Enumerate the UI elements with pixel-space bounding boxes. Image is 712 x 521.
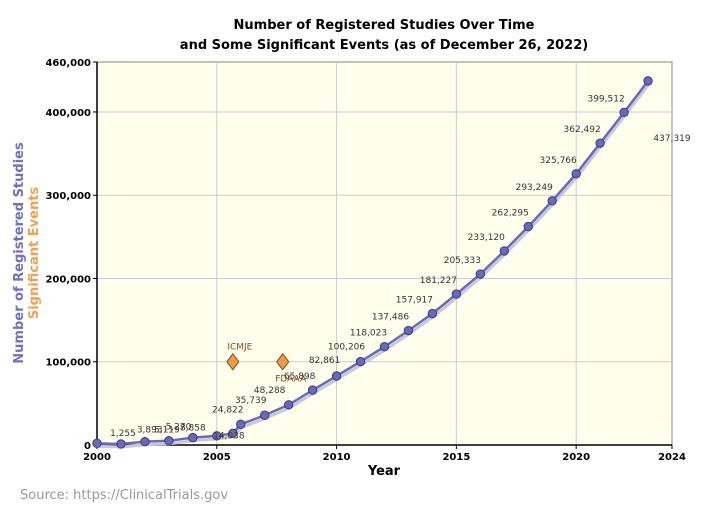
- data-point: [140, 436, 150, 447]
- event-label-fdaaa: FDAAA: [275, 375, 307, 385]
- data-point: [427, 308, 438, 319]
- chart-title-line-1: Number of Registered Studies Over Time: [234, 18, 535, 33]
- y-tick-label: 400,000: [45, 108, 91, 119]
- plot-area: [96, 61, 673, 446]
- y-axis-title-studies: Number of Registered Studies: [12, 142, 27, 364]
- data-label: 157,917: [396, 296, 433, 306]
- data-point: [355, 356, 366, 367]
- event-marker-fdaaa: [276, 352, 290, 371]
- data-point: [331, 371, 342, 381]
- data-label: 65,898: [284, 372, 316, 382]
- y-tick-label: 200,000: [45, 274, 91, 285]
- y-tick-label: 0: [84, 441, 91, 452]
- data-label: 118,023: [350, 329, 387, 339]
- data-point: [116, 439, 126, 449]
- data-point: [260, 410, 270, 420]
- data-label: 293,249: [516, 183, 553, 193]
- data-point: [379, 342, 390, 352]
- data-label: 137,486: [372, 313, 409, 323]
- data-point: [475, 269, 486, 279]
- data-label: 35,739: [235, 396, 267, 406]
- data-point: [547, 196, 557, 206]
- data-point: [643, 76, 653, 86]
- x-tick-label: 2000: [83, 452, 111, 463]
- x-tick-label: 2005: [203, 452, 231, 463]
- data-label: 48,288: [254, 386, 286, 396]
- x-tick-label: 2010: [323, 452, 351, 463]
- data-point: [619, 107, 629, 118]
- event-label-icmje: ICMJE: [227, 343, 252, 353]
- y-tick-label: 300,000: [45, 191, 91, 202]
- data-point: [212, 431, 222, 441]
- data-point: [188, 432, 198, 443]
- data-label: 8,858: [180, 424, 206, 434]
- data-label: 1,255: [110, 429, 136, 439]
- x-tick-label: 2015: [442, 452, 470, 463]
- data-point: [164, 436, 174, 446]
- y-tick-label: 460,000: [45, 58, 91, 69]
- data-label: 399,512: [587, 94, 624, 104]
- x-tick-label: 2020: [562, 452, 590, 463]
- data-label: 362,492: [564, 125, 601, 135]
- data-label: 14,038: [213, 431, 245, 441]
- data-point: [92, 438, 102, 449]
- y-tick-label: 100,000: [45, 358, 91, 369]
- data-point: [236, 419, 246, 430]
- data-point: [523, 221, 533, 232]
- x-tick-label: 2024: [658, 452, 686, 463]
- data-label: 262,295: [492, 209, 529, 219]
- data-label: 181,227: [420, 276, 457, 286]
- data-label: 325,766: [540, 156, 577, 166]
- data-label: 437,319: [653, 134, 690, 144]
- data-label: 82,861: [309, 356, 341, 366]
- y-axis-title-events: Significant Events: [27, 187, 42, 320]
- data-point: [571, 169, 581, 179]
- event-marker-icmje: [226, 352, 240, 371]
- data-point: [595, 138, 605, 148]
- data-point: [451, 289, 462, 299]
- chart-title-line-2: and Some Significant Events (as of Decem…: [180, 38, 588, 53]
- source-note: Source: https://ClinicalTrials.gov: [20, 488, 229, 503]
- data-label: 5,119: [154, 426, 180, 436]
- x-axis-title: Year: [367, 464, 401, 479]
- data-label: 233,120: [468, 233, 505, 243]
- data-label: 3,893: [137, 426, 163, 436]
- data-label: 100,206: [328, 343, 365, 353]
- data-point: [403, 325, 414, 336]
- data-label: 24,822: [212, 405, 244, 415]
- data-point: [307, 385, 318, 395]
- data-label: 205,333: [444, 256, 481, 266]
- data-point: [228, 428, 238, 439]
- data-label: 5,270: [166, 423, 192, 433]
- data-point: [283, 400, 294, 410]
- data-point: [499, 246, 509, 256]
